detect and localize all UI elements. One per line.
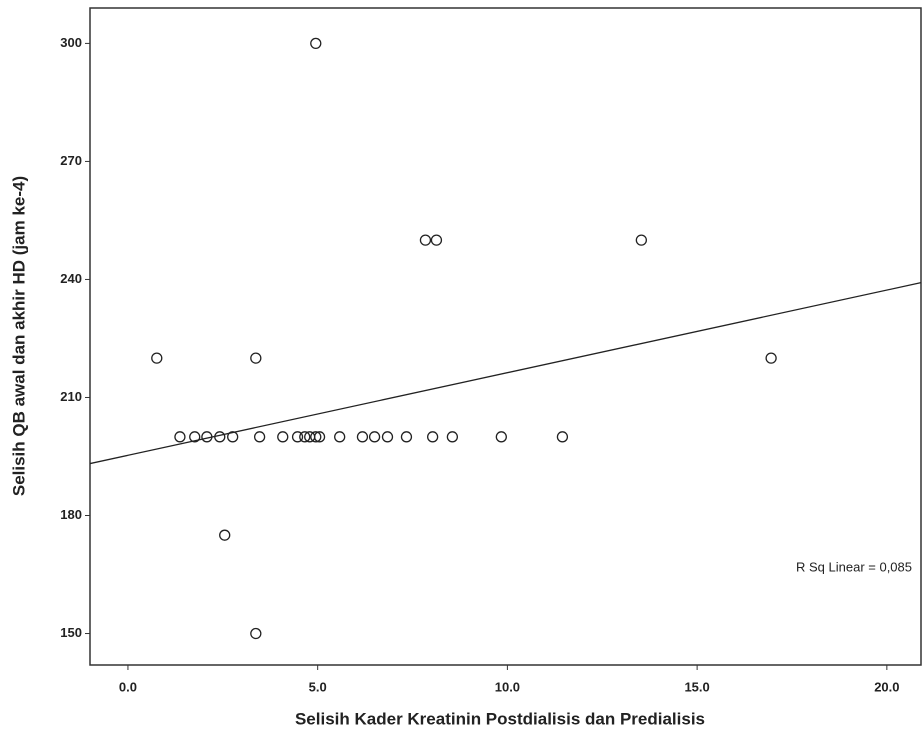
y-tick-label: 180	[60, 507, 82, 522]
point	[557, 432, 567, 442]
y-tick-label: 240	[60, 271, 82, 286]
point	[220, 530, 230, 540]
annotation: R Sq Linear = 0,085	[796, 559, 912, 574]
fit-line	[90, 283, 921, 464]
x-tick-label: 10.0	[495, 679, 520, 694]
point	[251, 629, 261, 639]
point	[447, 432, 457, 442]
y-tick-label: 210	[60, 389, 82, 404]
y-tick-label: 150	[60, 625, 82, 640]
x-tick-label: 5.0	[309, 679, 327, 694]
x-tick-label: 0.0	[119, 679, 137, 694]
point	[431, 235, 441, 245]
x-tick-label: 15.0	[684, 679, 709, 694]
point	[420, 235, 430, 245]
point	[357, 432, 367, 442]
point	[636, 235, 646, 245]
y-tick-label: 300	[60, 35, 82, 50]
point	[428, 432, 438, 442]
point	[496, 432, 506, 442]
x-axis-title: Selisih Kader Kreatinin Postdialisis dan…	[295, 709, 705, 728]
chart: Selisih Kader Kreatinin Postdialisis dan…	[0, 0, 922, 737]
point	[255, 432, 265, 442]
y-tick-label: 270	[60, 153, 82, 168]
point	[370, 432, 380, 442]
point	[382, 432, 392, 442]
y-axis-title: Selisih QB awal dan akhir HD (jam ke-4)	[9, 176, 28, 496]
plot-area	[90, 38, 921, 638]
x-tick-label: 20.0	[874, 679, 899, 694]
point	[278, 432, 288, 442]
point	[311, 38, 321, 48]
point	[215, 432, 225, 442]
point	[251, 353, 261, 363]
point	[401, 432, 411, 442]
point	[175, 432, 185, 442]
point	[152, 353, 162, 363]
point	[766, 353, 776, 363]
point	[335, 432, 345, 442]
